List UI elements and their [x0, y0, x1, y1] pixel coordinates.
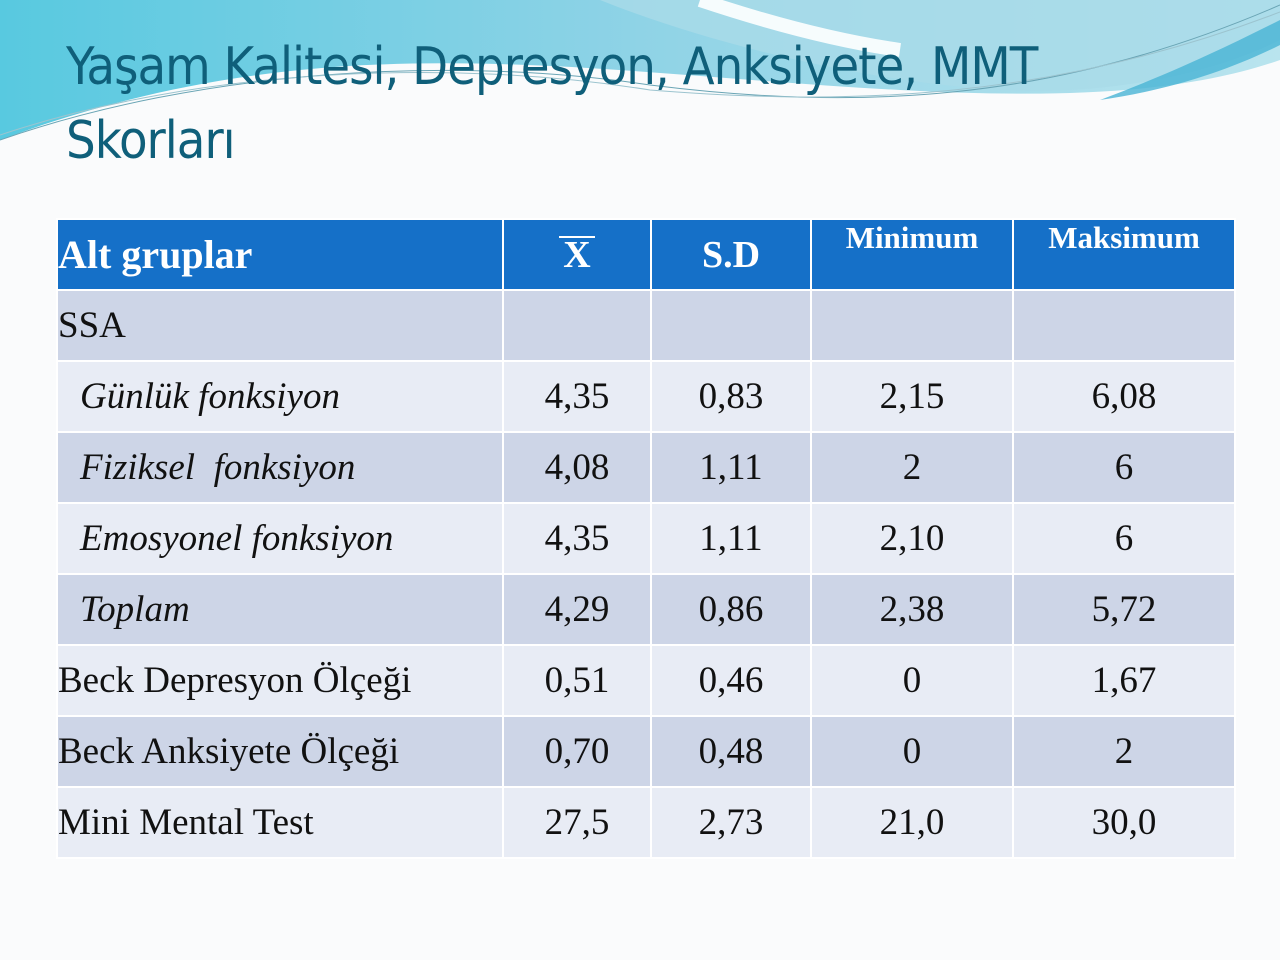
- table-row: Mini Mental Test 27,5 2,73 21,0 30,0: [56, 786, 1236, 859]
- table-row: Toplam 4,29 0,86 2,38 5,72: [56, 573, 1236, 646]
- cell-sd: [650, 289, 812, 362]
- cell-max: [1012, 289, 1236, 362]
- cell-min: 2,15: [810, 360, 1014, 433]
- row-label: SSA: [56, 289, 504, 362]
- table-row: Fiziksel fonksiyon 4,08 1,11 2 6: [56, 431, 1236, 504]
- cell-max: 1,67: [1012, 644, 1236, 717]
- header-group: Alt gruplar: [56, 218, 504, 291]
- row-label: Emosyonel fonksiyon: [56, 502, 504, 575]
- row-label: Mini Mental Test: [56, 786, 504, 859]
- cell-min: [810, 289, 1014, 362]
- cell-sd: 1,11: [650, 431, 812, 504]
- cell-sd: 1,11: [650, 502, 812, 575]
- cell-max: 6,08: [1012, 360, 1236, 433]
- cell-max: 2: [1012, 715, 1236, 788]
- cell-sd: 2,73: [650, 786, 812, 859]
- cell-min: 21,0: [810, 786, 1014, 859]
- row-label: Fiziksel fonksiyon: [56, 431, 504, 504]
- table-row: Emosyonel fonksiyon 4,35 1,11 2,10 6: [56, 502, 1236, 575]
- cell-mean: 27,5: [502, 786, 652, 859]
- row-label: Beck Depresyon Ölçeği: [56, 644, 504, 717]
- header-max: Maksimum: [1012, 218, 1236, 291]
- cell-mean: 4,35: [502, 502, 652, 575]
- cell-mean: 0,51: [502, 644, 652, 717]
- background-swoosh: [0, 0, 1280, 141]
- header-mean: X: [502, 218, 652, 291]
- cell-mean: 0,70: [502, 715, 652, 788]
- table-row: Günlük fonksiyon 4,35 0,83 2,15 6,08: [56, 360, 1236, 433]
- cell-min: 0: [810, 715, 1014, 788]
- slide-title: Yaşam Kalitesi, Depresyon, Anksiyete, MM…: [66, 30, 1246, 178]
- cell-mean: 4,29: [502, 573, 652, 646]
- header-sd: S.D: [650, 218, 812, 291]
- row-label: Beck Anksiyete Ölçeği: [56, 715, 504, 788]
- cell-min: 2,38: [810, 573, 1014, 646]
- header-min: Minimum: [810, 218, 1014, 291]
- title-line-1: Yaşam Kalitesi, Depresyon, Anksiyete, MM…: [66, 37, 1038, 97]
- cell-min: 0: [810, 644, 1014, 717]
- cell-max: 5,72: [1012, 573, 1236, 646]
- cell-sd: 0,48: [650, 715, 812, 788]
- cell-min: 2: [810, 431, 1014, 504]
- table-row: Beck Anksiyete Ölçeği 0,70 0,48 0 2: [56, 715, 1236, 788]
- row-label: Günlük fonksiyon: [56, 360, 504, 433]
- cell-sd: 0,83: [650, 360, 812, 433]
- cell-max: 30,0: [1012, 786, 1236, 859]
- scores-table: Alt gruplar X S.D Minimum Maksimum SSA G…: [56, 218, 1236, 859]
- cell-max: 6: [1012, 431, 1236, 504]
- cell-mean: [502, 289, 652, 362]
- cell-min: 2,10: [810, 502, 1014, 575]
- title-line-2: Skorları: [66, 111, 236, 171]
- table-row: SSA: [56, 289, 1236, 362]
- table-row: Beck Depresyon Ölçeği 0,51 0,46 0 1,67: [56, 644, 1236, 717]
- cell-mean: 4,35: [502, 360, 652, 433]
- mean-symbol: X: [559, 235, 595, 274]
- table-header-row: Alt gruplar X S.D Minimum Maksimum: [56, 218, 1236, 291]
- cell-sd: 0,86: [650, 573, 812, 646]
- cell-max: 6: [1012, 502, 1236, 575]
- row-label: Toplam: [56, 573, 504, 646]
- cell-sd: 0,46: [650, 644, 812, 717]
- cell-mean: 4,08: [502, 431, 652, 504]
